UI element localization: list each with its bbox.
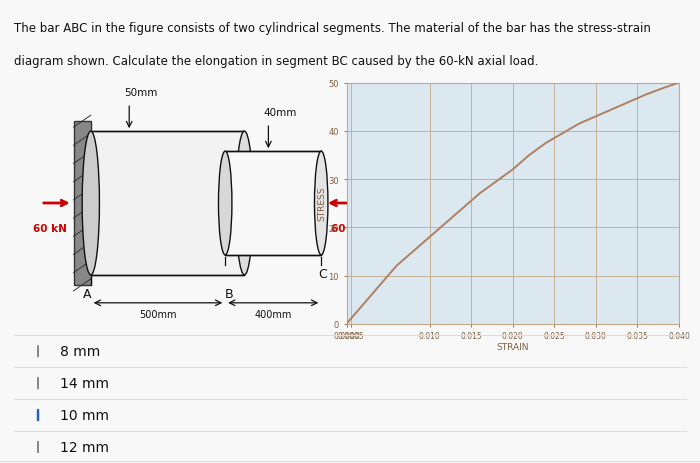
Text: 400mm: 400mm [255, 309, 292, 319]
Text: A: A [83, 287, 91, 300]
Text: B: B [225, 287, 233, 300]
Text: 10 mm: 10 mm [60, 408, 109, 422]
Text: 50mm: 50mm [125, 88, 158, 98]
Text: diagram shown. Calculate the elongation in segment BC caused by the 60-kN axial : diagram shown. Calculate the elongation … [14, 55, 538, 68]
Text: 14 mm: 14 mm [60, 376, 109, 390]
Ellipse shape [314, 152, 328, 256]
Text: 500mm: 500mm [139, 309, 176, 319]
Text: C: C [318, 267, 326, 280]
Text: 60 kN: 60 kN [331, 224, 365, 233]
Text: 60 kN: 60 kN [33, 224, 67, 233]
X-axis label: STRAIN: STRAIN [496, 342, 529, 351]
Polygon shape [225, 152, 321, 256]
Text: 12 mm: 12 mm [60, 440, 109, 454]
Text: The bar ABC in the figure consists of two cylindrical segments. The material of : The bar ABC in the figure consists of tw… [14, 22, 651, 35]
Polygon shape [91, 132, 244, 275]
Text: 8 mm: 8 mm [60, 344, 100, 358]
Ellipse shape [236, 132, 253, 275]
Ellipse shape [218, 152, 232, 256]
Bar [74, 122, 91, 285]
Ellipse shape [82, 132, 99, 275]
Text: 40mm: 40mm [264, 108, 297, 118]
Y-axis label: STRESS: STRESS [318, 187, 327, 221]
